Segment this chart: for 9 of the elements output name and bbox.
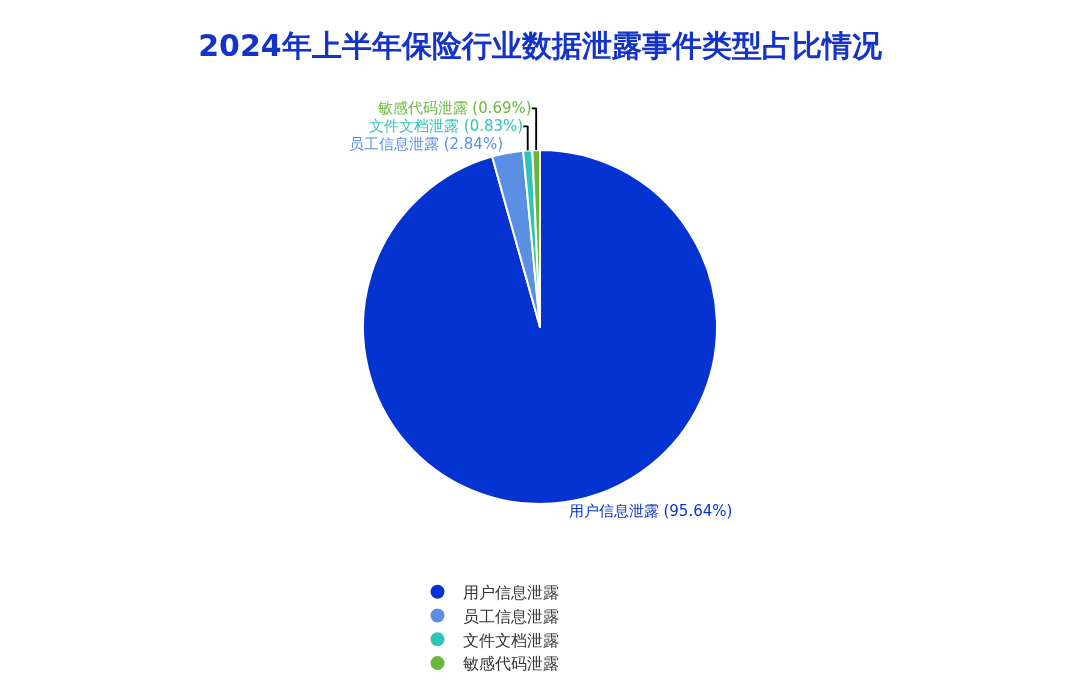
legend-label: 文件文档泄露 — [462, 630, 559, 650]
data-label: 敏感代码泄露 (0.69%) — [377, 99, 532, 118]
data-label: 文件文档泄露 (0.83%) — [369, 117, 524, 136]
legend-label: 用户信息泄露 — [462, 582, 559, 602]
legend-label: 员工信息泄露 — [462, 606, 559, 626]
chart-title: 2024年上半年保险行业数据泄露事件类型占比情况 — [198, 27, 883, 63]
data-label: 员工信息泄露 (2.84%) — [348, 135, 503, 154]
legend-label: 敏感代码泄露 — [462, 654, 559, 674]
data-label: 用户信息泄露 (95.64%) — [568, 502, 733, 521]
